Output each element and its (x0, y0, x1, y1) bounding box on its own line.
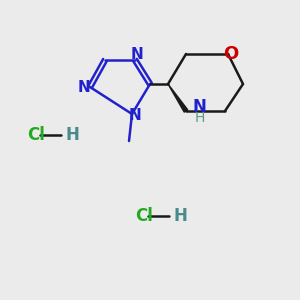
Text: O: O (224, 45, 238, 63)
Text: H: H (194, 111, 205, 124)
Text: N: N (129, 108, 141, 123)
Text: N: N (193, 98, 206, 116)
Text: N: N (130, 46, 143, 62)
Text: Cl: Cl (135, 207, 153, 225)
Text: N: N (78, 80, 90, 94)
Polygon shape (168, 84, 188, 112)
Text: H: H (173, 207, 187, 225)
Text: H: H (65, 126, 79, 144)
Text: Cl: Cl (27, 126, 45, 144)
